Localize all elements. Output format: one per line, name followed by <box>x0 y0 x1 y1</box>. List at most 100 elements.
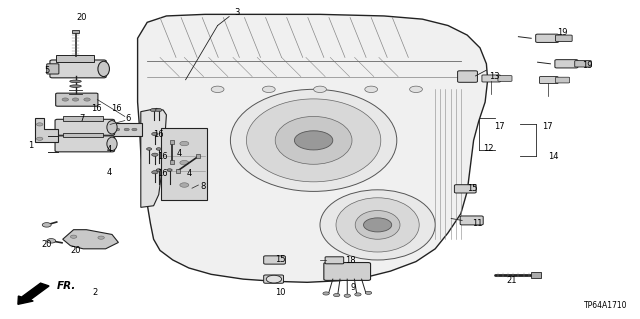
Text: 4: 4 <box>106 168 111 177</box>
Text: 9: 9 <box>351 283 356 292</box>
Circle shape <box>124 128 129 131</box>
FancyBboxPatch shape <box>575 61 591 67</box>
Text: FR.: FR. <box>56 280 76 291</box>
Circle shape <box>150 108 157 112</box>
Circle shape <box>115 128 120 131</box>
FancyBboxPatch shape <box>50 60 106 78</box>
Polygon shape <box>63 230 118 249</box>
FancyBboxPatch shape <box>536 34 559 42</box>
Text: 2: 2 <box>92 288 97 297</box>
Text: 6: 6 <box>125 114 131 123</box>
Text: 12: 12 <box>483 144 493 153</box>
FancyBboxPatch shape <box>264 256 285 264</box>
FancyBboxPatch shape <box>56 55 94 62</box>
Ellipse shape <box>336 198 419 252</box>
Text: 20: 20 <box>42 240 52 249</box>
Text: 19: 19 <box>582 61 593 70</box>
Text: 11: 11 <box>472 219 483 228</box>
Circle shape <box>72 98 79 101</box>
Text: 1: 1 <box>28 141 33 150</box>
Circle shape <box>147 148 152 150</box>
FancyBboxPatch shape <box>555 60 578 68</box>
FancyBboxPatch shape <box>109 123 142 136</box>
FancyBboxPatch shape <box>556 35 572 41</box>
Text: 16: 16 <box>157 152 167 161</box>
Ellipse shape <box>230 89 397 191</box>
FancyBboxPatch shape <box>72 30 79 33</box>
Circle shape <box>42 223 51 227</box>
Circle shape <box>180 160 189 165</box>
Circle shape <box>36 123 43 126</box>
Circle shape <box>62 98 68 101</box>
Text: 18: 18 <box>346 256 356 265</box>
Circle shape <box>266 275 282 283</box>
FancyArrow shape <box>18 283 49 304</box>
Text: 19: 19 <box>557 28 567 37</box>
Text: 17: 17 <box>494 122 504 130</box>
Text: 17: 17 <box>542 122 552 130</box>
Circle shape <box>410 86 422 93</box>
Circle shape <box>84 98 90 101</box>
Text: 14: 14 <box>548 152 559 161</box>
FancyBboxPatch shape <box>482 75 500 82</box>
Polygon shape <box>35 118 58 142</box>
Text: 8: 8 <box>201 182 206 191</box>
Circle shape <box>152 153 158 156</box>
Circle shape <box>294 131 333 150</box>
FancyBboxPatch shape <box>55 136 115 152</box>
Text: 7: 7 <box>79 114 84 123</box>
FancyBboxPatch shape <box>56 93 98 106</box>
FancyBboxPatch shape <box>325 257 344 264</box>
Ellipse shape <box>70 80 81 83</box>
Ellipse shape <box>107 137 117 151</box>
Circle shape <box>70 235 77 238</box>
Text: 15: 15 <box>467 184 477 193</box>
Text: 4: 4 <box>106 145 111 154</box>
Circle shape <box>156 148 161 150</box>
Circle shape <box>211 86 224 93</box>
Circle shape <box>167 169 172 171</box>
Ellipse shape <box>320 190 435 260</box>
Text: 5: 5 <box>44 66 49 75</box>
Text: 20: 20 <box>77 13 87 22</box>
Text: 21: 21 <box>507 276 517 285</box>
Ellipse shape <box>355 211 400 239</box>
Circle shape <box>152 171 158 174</box>
Ellipse shape <box>70 85 81 87</box>
Circle shape <box>156 169 161 171</box>
FancyBboxPatch shape <box>63 133 103 137</box>
Circle shape <box>132 128 137 131</box>
FancyBboxPatch shape <box>531 272 541 278</box>
FancyBboxPatch shape <box>498 76 512 81</box>
Text: 4: 4 <box>177 149 182 158</box>
Circle shape <box>180 183 189 187</box>
Ellipse shape <box>246 99 381 182</box>
FancyBboxPatch shape <box>324 263 371 280</box>
Circle shape <box>355 293 361 296</box>
Circle shape <box>365 86 378 93</box>
FancyBboxPatch shape <box>458 71 477 82</box>
Circle shape <box>323 292 330 295</box>
Text: TP64A1710: TP64A1710 <box>584 301 627 310</box>
FancyBboxPatch shape <box>454 185 476 193</box>
Ellipse shape <box>107 121 117 134</box>
Text: 16: 16 <box>91 104 101 113</box>
Circle shape <box>98 236 104 239</box>
FancyBboxPatch shape <box>47 64 59 74</box>
Text: 16: 16 <box>111 104 122 113</box>
FancyBboxPatch shape <box>540 77 558 84</box>
Circle shape <box>262 86 275 93</box>
Circle shape <box>365 291 372 294</box>
FancyBboxPatch shape <box>63 116 103 121</box>
Text: 3: 3 <box>234 8 239 17</box>
Circle shape <box>47 239 56 243</box>
Circle shape <box>36 137 43 140</box>
FancyBboxPatch shape <box>55 119 115 135</box>
Ellipse shape <box>275 116 352 164</box>
Polygon shape <box>141 108 166 207</box>
FancyBboxPatch shape <box>264 275 284 283</box>
Text: 16: 16 <box>154 130 164 139</box>
Ellipse shape <box>98 61 109 77</box>
FancyBboxPatch shape <box>460 216 483 225</box>
Text: 16: 16 <box>157 169 167 178</box>
